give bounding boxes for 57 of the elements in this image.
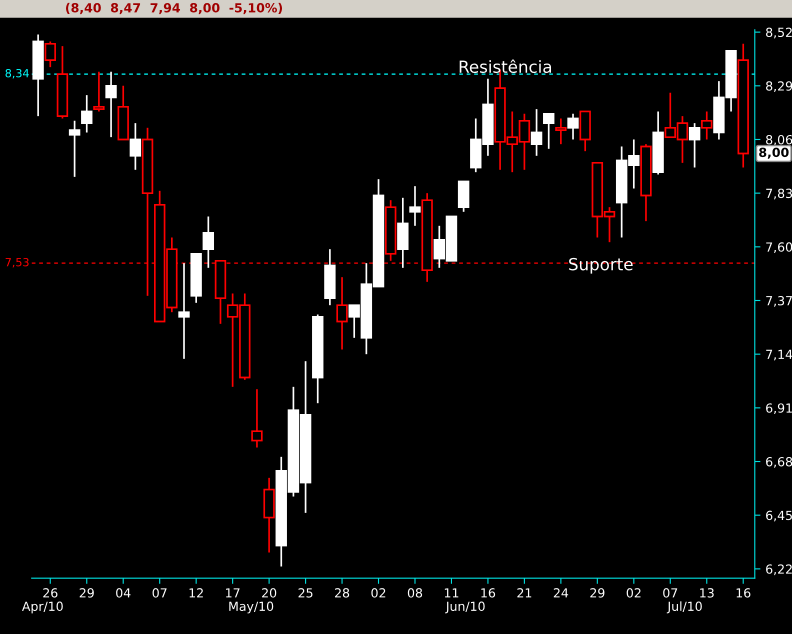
annotation: 8,00 <box>759 148 789 159</box>
annotation: Suporte <box>569 258 633 274</box>
x-tick-label: 02 <box>371 588 386 598</box>
x-tick-label: 25 <box>298 588 312 598</box>
candlestick <box>263 477 275 554</box>
x-tick-label: 24 <box>554 588 568 598</box>
y-tick-label: 6,68 <box>766 456 792 468</box>
candlestick <box>105 70 117 138</box>
text: Apr/10 <box>22 602 63 614</box>
candlestick <box>409 185 421 227</box>
x-tick-label: 07 <box>152 588 167 598</box>
y-tick-label: 7,60 <box>766 242 792 254</box>
ref-line-label: 7,53 <box>6 258 29 268</box>
candlestick <box>68 120 80 178</box>
candlestick <box>567 112 579 140</box>
y-tick-label: 7,83 <box>766 188 792 200</box>
candlestick <box>178 262 190 360</box>
y-tick-label: 8,29 <box>766 81 792 92</box>
x-tick-label: 02 <box>626 588 641 598</box>
y-tick-label: 6,22 <box>766 564 792 576</box>
x-tick-label: 26 <box>43 588 58 598</box>
x-tick-label: 16 <box>481 588 496 598</box>
x-tick-label: 28 <box>335 588 350 598</box>
candlestick <box>130 122 142 171</box>
x-tick-label: 20 <box>262 588 276 598</box>
y-tick-label: 7,37 <box>766 296 792 307</box>
candlestick <box>336 276 348 350</box>
x-tick-label: 11 <box>444 588 458 598</box>
candlestick <box>701 110 712 140</box>
y-tick-label: 7,14 <box>766 350 792 360</box>
text: Jun/10 <box>445 602 485 614</box>
x-tick-label: 29 <box>80 588 94 598</box>
chart-title: (8,40 8,47 7,94 8,00 -5,10%) <box>66 2 282 14</box>
x-tick-label: 29 <box>590 588 604 598</box>
candlestick <box>397 196 409 269</box>
annotation: Resistência <box>460 59 552 74</box>
x-tick-label: 21 <box>517 588 532 598</box>
x-tick-label: 08 <box>408 588 422 598</box>
y-tick-label: 8,52 <box>766 28 792 38</box>
ref-line-label: 8,34 <box>6 68 29 78</box>
x-tick-label: 07 <box>663 588 678 598</box>
candlestick <box>81 94 92 134</box>
x-tick-label: 13 <box>700 588 714 598</box>
text: Jul/10 <box>666 601 702 614</box>
candlestick <box>555 118 567 145</box>
y-tick-label: 6,45 <box>766 510 792 522</box>
candlestick <box>202 216 214 269</box>
text: May/10 <box>229 602 274 614</box>
x-tick-label: 17 <box>226 588 240 598</box>
candlestick <box>251 388 263 448</box>
x-tick-label: 16 <box>736 588 750 598</box>
y-tick-label: 6,91 <box>766 403 792 414</box>
y-tick-label: 8,06 <box>766 134 792 146</box>
candlestick <box>530 108 542 157</box>
candlestick <box>738 42 749 168</box>
x-tick-label: 12 <box>190 588 203 598</box>
x-tick-label: 04 <box>116 588 130 598</box>
